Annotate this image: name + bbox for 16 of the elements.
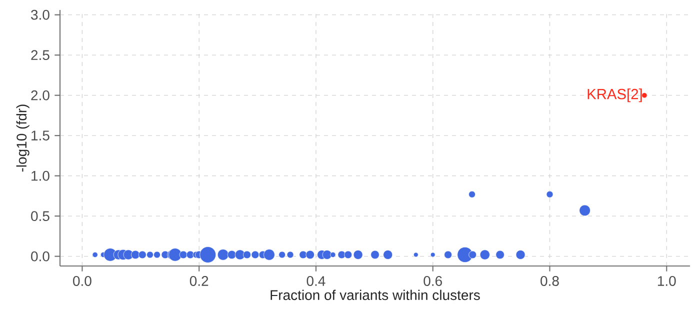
x-tick-label: 0.0 bbox=[73, 276, 92, 286]
y-tick-label: 2.5 bbox=[31, 50, 50, 60]
x-tick-label: 0.4 bbox=[306, 276, 326, 286]
x-tick-label: 0.6 bbox=[424, 276, 442, 286]
annotation: KRAS[2] bbox=[588, 88, 642, 102]
x-tick-label: 1.0 bbox=[658, 276, 676, 286]
y-tick-label: 3.0 bbox=[31, 10, 50, 20]
x-tick-label: 0.8 bbox=[540, 276, 559, 286]
x-axis-title: Fraction of variants within clusters bbox=[270, 290, 480, 300]
y-tick-label: 0.0 bbox=[31, 251, 50, 262]
y-tick-label: 0.5 bbox=[31, 211, 50, 222]
x-tick-label: 0.2 bbox=[190, 276, 208, 286]
y-axis-title: -log10 (fdr) bbox=[16, 104, 30, 172]
y-tick-label: 2.0 bbox=[31, 90, 50, 100]
y-tick-label: 1.0 bbox=[32, 170, 50, 181]
y-tick-label: 1.5 bbox=[32, 130, 50, 140]
